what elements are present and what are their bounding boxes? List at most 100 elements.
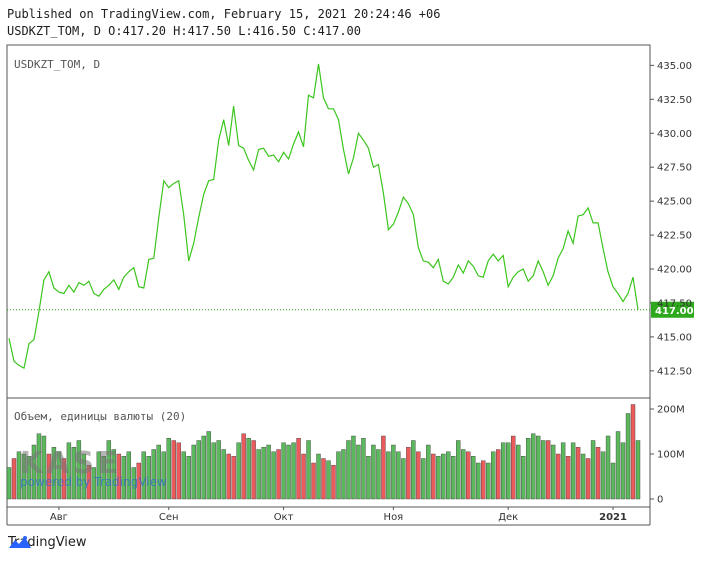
volume-bar: [41, 435, 47, 500]
volume-bar: [376, 449, 381, 500]
volume-bar: [336, 451, 341, 500]
volume-bar: [481, 460, 486, 500]
price-tick-label: 425.00: [657, 197, 692, 208]
time-tick-label: 2021: [599, 512, 627, 523]
volume-bar: [386, 451, 391, 500]
volume-bar: [236, 442, 241, 500]
volume-bar: [186, 456, 191, 500]
volume-bar: [121, 456, 127, 500]
volume-bar: [351, 435, 356, 500]
volume-bar: [570, 442, 576, 500]
volume-bar: [76, 440, 82, 500]
volume-bar: [615, 431, 621, 500]
volume-bar: [266, 444, 271, 500]
time-tick-label: Авг: [50, 512, 68, 523]
volume-bar: [610, 462, 616, 500]
volume-bar: [151, 449, 156, 500]
volume-bar: [371, 444, 376, 500]
volume-bar: [231, 456, 236, 500]
price-line: [8, 63, 639, 370]
volume-bar: [585, 458, 591, 500]
volume-bar: [630, 404, 636, 500]
volume-bar: [346, 440, 351, 500]
volume-bar: [191, 444, 196, 500]
volume-bar: [36, 433, 42, 500]
volume-bar: [540, 440, 546, 500]
volume-bar: [166, 438, 171, 500]
volume-bar: [226, 453, 231, 500]
price-gridlines: [650, 64, 654, 372]
volume-bar: [331, 465, 336, 500]
volume-bar: [520, 456, 526, 500]
volume-bar: [96, 451, 102, 500]
volume-bar: [406, 447, 411, 500]
volume-bar: [11, 458, 17, 500]
price-tick-label: 415.00: [657, 332, 692, 343]
volume-bar: [311, 462, 316, 500]
volume-bar: [101, 456, 107, 500]
volume-bar: [286, 444, 291, 500]
volume-bar: [61, 458, 67, 500]
volume-bar: [356, 444, 361, 500]
volume-bar: [501, 442, 506, 500]
volume-bar: [446, 451, 451, 500]
volume-bar: [256, 449, 261, 500]
volume-bar: [246, 438, 251, 500]
volume-bar: [431, 453, 436, 500]
volume-bar: [16, 451, 22, 500]
price-tick-label: 422.50: [657, 231, 692, 242]
volume-bar: [525, 438, 531, 500]
volume-bar: [201, 435, 206, 500]
volume-bar: [441, 453, 446, 500]
chart-frame: [6, 44, 651, 526]
volume-bar: [106, 440, 112, 500]
ohlc-readout: USDKZT_TOM, D O:417.20 H:417.50 L:416.50…: [7, 24, 362, 38]
volume-bar: [381, 435, 386, 500]
volume-bar: [206, 431, 211, 500]
volume-bar: [625, 413, 631, 500]
volume-bar: [535, 435, 541, 500]
volume-bar: [196, 440, 201, 500]
last-price-label: 417.00: [655, 306, 694, 317]
volume-bar: [241, 433, 246, 500]
volume-bars: [6, 404, 641, 500]
volume-bar: [211, 442, 216, 500]
volume-bar: [496, 449, 501, 500]
volume-bar: [156, 444, 161, 500]
volume-bar: [426, 444, 431, 500]
time-tick-label: Сен: [159, 512, 179, 523]
chart-canvas[interactable]: 417.00 435.00 432.50 430.00 427.50 425.00 422…: [0, 0, 702, 528]
price-pane-legend: USDKZT_TOM, D: [14, 58, 100, 71]
price-series: [8, 63, 639, 370]
price-tick-label: 412.50: [657, 366, 692, 377]
volume-tick-label: 200M: [657, 405, 685, 416]
tradingview-brand[interactable]: TradingView: [8, 535, 87, 550]
volume-bar: [600, 451, 606, 500]
volume-bar: [530, 433, 536, 500]
volume-bar: [515, 444, 521, 500]
volume-bar: [281, 442, 286, 500]
volume-bar: [176, 442, 181, 500]
volume-bar: [71, 447, 77, 500]
volume-bar: [580, 453, 586, 500]
volume-bar: [476, 462, 481, 500]
volume-bar: [466, 451, 471, 500]
volume-bar: [635, 440, 641, 500]
volume-bar: [491, 451, 496, 500]
price-tick-label: 430.00: [657, 129, 692, 140]
volume-bar: [66, 442, 72, 500]
volume-bar: [216, 440, 221, 500]
price-tick-label: 417.50: [657, 298, 692, 309]
volume-bar: [545, 440, 551, 500]
volume-bar: [411, 440, 416, 500]
volume-bar: [590, 440, 596, 500]
volume-bar: [56, 451, 62, 500]
volume-bar: [366, 456, 371, 500]
volume-bar: [251, 440, 256, 500]
volume-bar: [116, 453, 122, 500]
volume-bar: [321, 458, 326, 500]
plot-border: [6, 44, 651, 508]
volume-bar: [161, 451, 166, 500]
volume-tick-label: 0: [657, 495, 663, 506]
volume-bar: [276, 449, 281, 500]
